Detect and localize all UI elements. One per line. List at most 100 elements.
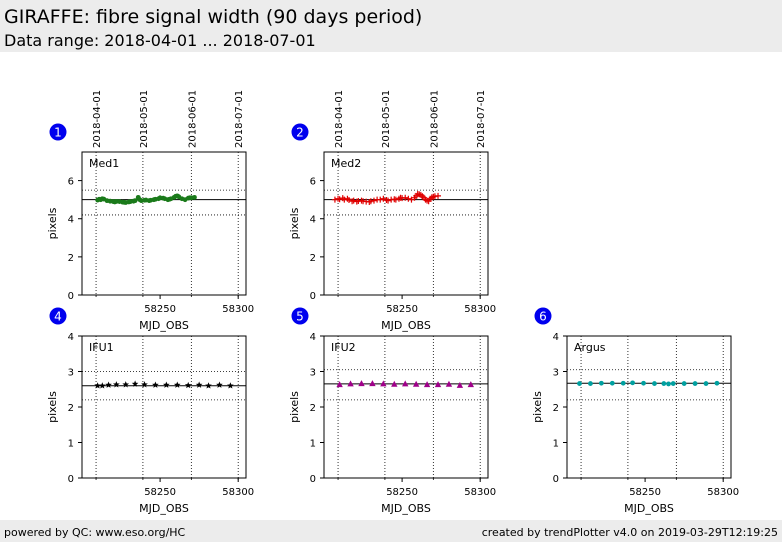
data-point <box>666 381 671 387</box>
y-tick-label: 4 <box>553 332 559 343</box>
y-axis-label: pixels <box>46 391 59 423</box>
y-tick-label: 0 <box>310 291 316 302</box>
data-point <box>588 381 593 386</box>
data-point <box>336 381 343 388</box>
data-point <box>98 382 106 389</box>
data-point <box>358 380 365 387</box>
data-point <box>205 382 212 389</box>
plot-frame <box>566 335 732 479</box>
y-tick-label: 1 <box>68 439 74 450</box>
data-point <box>94 382 101 389</box>
x-tick-label: 58300 <box>464 304 496 315</box>
data-point <box>402 194 409 201</box>
data-point <box>380 380 387 387</box>
x-tick-label: 58250 <box>386 304 418 315</box>
chart-panel-med1: 0 2 4 6 58250 58300 MJD_OBS pixels Med1 2018-04-0… <box>46 90 254 332</box>
data-point <box>163 381 170 388</box>
data-point <box>692 381 698 386</box>
date-tick-label: 2018-04-01 <box>334 90 345 148</box>
panel-number: 4 <box>54 310 62 324</box>
y-tick-label: 1 <box>310 439 316 450</box>
y-axis-label: pixels <box>531 391 544 423</box>
y-tick-label: 4 <box>68 215 74 226</box>
x-axis-label: MJD_OBS <box>139 319 189 332</box>
x-tick-label: 58300 <box>707 487 739 498</box>
page-header: GIRAFFE: fibre signal width (90 days per… <box>0 0 782 52</box>
y-tick-label: 2 <box>68 253 74 264</box>
plot-frame <box>323 151 489 296</box>
x-tick-label: 58300 <box>464 487 496 498</box>
data-point <box>392 196 399 203</box>
panel-name: Med1 <box>89 157 119 170</box>
data-point <box>445 380 453 387</box>
data-point <box>661 381 667 386</box>
y-tick-label: 0 <box>68 474 74 485</box>
data-point <box>113 381 120 388</box>
date-tick-label: 2018-04-01 <box>92 90 103 148</box>
data-point <box>670 381 676 386</box>
y-tick-label: 1 <box>553 439 559 450</box>
y-tick-label: 0 <box>68 291 74 302</box>
data-point <box>467 381 475 388</box>
data-point <box>141 381 148 388</box>
data-point <box>192 194 197 200</box>
x-axis-label: MJD_OBS <box>624 502 674 515</box>
x-axis-label: MJD_OBS <box>139 502 189 515</box>
data-point <box>641 380 646 386</box>
date-tick-label: 2018-05-01 <box>381 90 392 148</box>
data-point <box>435 192 442 199</box>
data-point <box>385 197 392 204</box>
y-tick-label: 3 <box>553 368 559 379</box>
y-tick-label: 2 <box>553 403 559 414</box>
y-tick-label: 2 <box>310 403 316 414</box>
chart-panel-argus: 0 1 2 3 4 58250 58300 MJD_OBS pixels Argus 6 <box>531 307 739 515</box>
date-tick-label: 2018-05-01 <box>139 90 150 148</box>
chart-panel-med2: 0 2 4 6 58250 58300 MJD_OBS pixels Med2 2018-04-0… <box>288 90 496 332</box>
data-point <box>391 380 398 387</box>
date-tick-label: 2018-06-01 <box>187 90 198 148</box>
panel-number: 6 <box>539 310 547 324</box>
data-point <box>423 381 431 388</box>
panel-name: Med2 <box>331 157 361 170</box>
data-point <box>620 380 626 386</box>
data-point <box>347 380 354 387</box>
y-tick-label: 3 <box>68 368 74 379</box>
panel-number: 1 <box>54 126 62 140</box>
data-point <box>577 381 582 386</box>
footer-credit: powered by QC: www.eso.org/HC <box>4 526 186 539</box>
y-tick-label: 6 <box>68 177 74 188</box>
data-point <box>598 380 604 386</box>
panel-name: IFU1 <box>89 341 114 354</box>
panel-number-badge <box>291 123 309 141</box>
data-point <box>456 381 464 388</box>
panel-number-badge <box>534 307 552 325</box>
data-point <box>402 380 409 387</box>
panel-name: IFU2 <box>331 341 356 354</box>
data-point <box>370 197 377 204</box>
y-axis-label: pixels <box>46 207 59 239</box>
y-tick-label: 4 <box>310 332 316 343</box>
page-subtitle: Data range: 2018-04-01 ... 2018-07-01 <box>4 31 316 50</box>
data-point <box>652 381 657 386</box>
y-tick-label: 6 <box>310 177 316 188</box>
x-tick-label: 58300 <box>222 487 254 498</box>
data-point <box>412 380 420 387</box>
data-point <box>216 381 223 388</box>
date-tick-label: 2018-07-01 <box>234 90 245 148</box>
data-point <box>184 381 192 389</box>
data-point <box>173 381 181 388</box>
y-axis-label: pixels <box>288 207 301 239</box>
data-point <box>380 195 387 202</box>
y-axis-label: pixels <box>288 391 301 423</box>
panel-number: 2 <box>296 126 304 140</box>
x-tick-label: 58250 <box>629 487 661 498</box>
data-point <box>195 381 203 388</box>
date-tick-label: 2018-06-01 <box>429 90 440 148</box>
data-point <box>609 380 615 386</box>
data-point <box>105 381 112 388</box>
y-tick-label: 3 <box>310 368 316 379</box>
data-point <box>681 381 687 386</box>
plot-frame <box>323 335 489 479</box>
